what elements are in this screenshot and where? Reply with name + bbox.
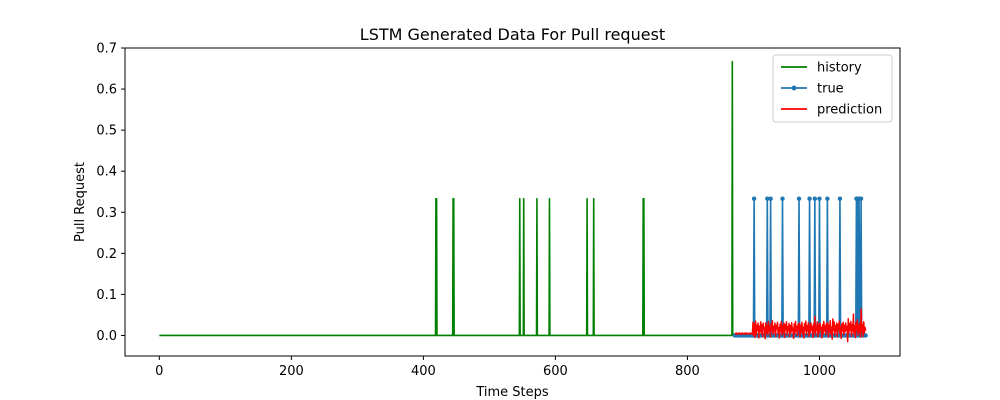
x-tick-label: 600 (543, 364, 568, 379)
y-tick-label: 0.1 (96, 288, 117, 303)
x-tick-label: 1000 (803, 364, 836, 379)
plot-area (159, 60, 868, 343)
legend-label-prediction: prediction (817, 103, 882, 118)
legend-label-true: true (817, 82, 844, 97)
legend-label-history: history (817, 61, 862, 76)
x-tick-label: 800 (675, 364, 700, 379)
series-prediction-line (734, 308, 867, 343)
series-history-line (159, 60, 735, 337)
x-tick-label: 200 (279, 364, 304, 379)
legend-marker-true (791, 85, 797, 91)
legend-box (772, 54, 893, 123)
series-true-marker (863, 333, 868, 338)
series-true-marker (817, 196, 822, 201)
series-true-marker (796, 196, 802, 201)
y-tick-label: 0.4 (96, 165, 117, 180)
legend: history true prediction (772, 54, 893, 123)
y-tick-label: 0.5 (96, 124, 117, 139)
y-tick-label: 0.7 (96, 42, 117, 57)
axes: 0 200 400 600 800 1000 0.0 0.1 0.2 0.3 0.4 0.5 0.6 0.… (96, 42, 901, 379)
y-tick-label: 0.0 (96, 329, 117, 344)
y-tick-label: 0.3 (96, 206, 117, 221)
series-true-marker (837, 196, 843, 201)
series-true-marker (765, 196, 770, 201)
series-true-marker (825, 196, 830, 201)
y-tick-label: 0.6 (96, 83, 117, 98)
series-true-marker (768, 196, 773, 201)
y-tick-label: 0.2 (96, 247, 117, 262)
chart-title: LSTM Generated Data For Pull request (360, 25, 665, 44)
x-tick-label: 0 (155, 364, 163, 379)
series-true-marker (858, 196, 864, 201)
series-true-marker (780, 196, 785, 201)
plot-frame (124, 47, 901, 357)
x-tick-label: 400 (411, 364, 436, 379)
series-true-marker (807, 196, 812, 201)
series-true-marker (751, 196, 757, 201)
series-true-marker (812, 196, 818, 201)
x-axis-title: Time Steps (475, 385, 549, 400)
y-axis-title: Pull Request (73, 162, 88, 242)
